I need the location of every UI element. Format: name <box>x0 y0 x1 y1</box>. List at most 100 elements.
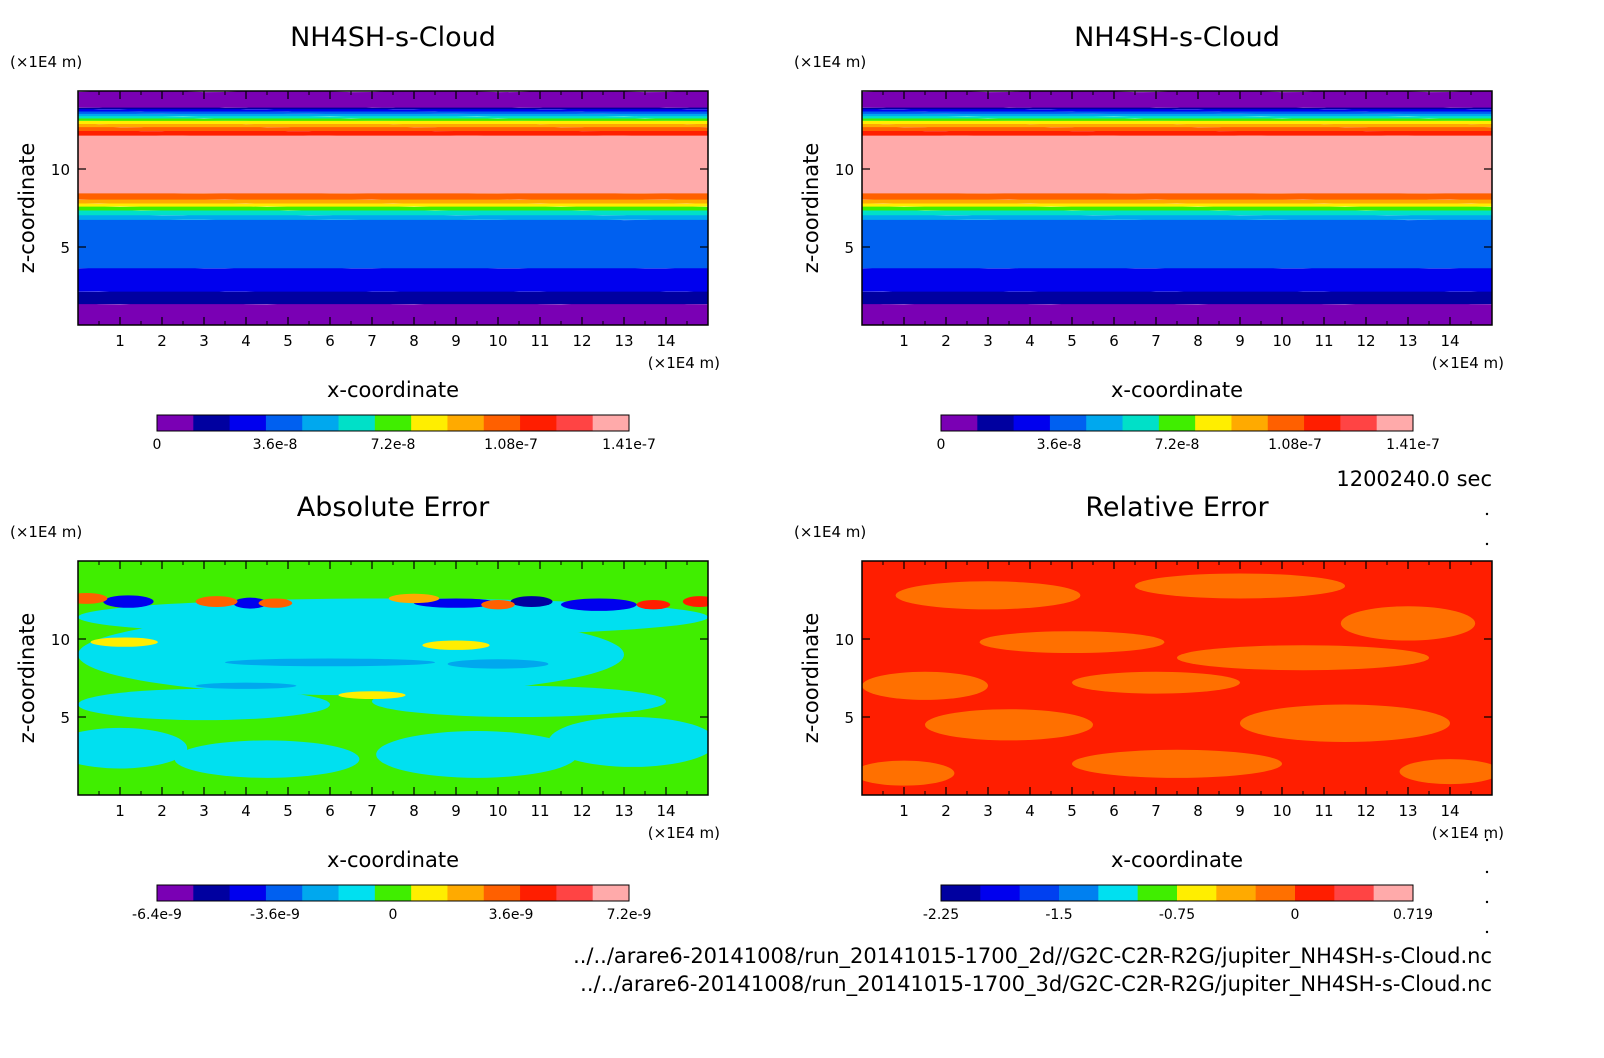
y-axis-label: z-coordinate <box>15 143 39 274</box>
contour-patch <box>174 740 360 778</box>
panel-title: NH4SH-s-Cloud <box>1074 22 1280 53</box>
colorbar-swatch <box>1334 885 1375 901</box>
contour-band <box>862 121 1492 128</box>
contour-patch <box>925 709 1093 741</box>
x-unit-label: (×1E4 m) <box>1432 824 1504 842</box>
x-tick-label: 3 <box>199 802 209 820</box>
contour-patch <box>1399 759 1492 785</box>
plot-area <box>862 91 1492 325</box>
x-axis-label: x-coordinate <box>1111 848 1243 872</box>
contour-patch <box>233 597 267 609</box>
panel-top-right: NH4SH-s-Cloud (×1E4 m) 1 2 3 4 5 6 7 8 9 10 11 12 13… <box>794 22 1504 453</box>
contour-patch <box>90 637 158 647</box>
colorbar-swatch <box>447 415 485 431</box>
colorbar-swatch <box>1137 885 1178 901</box>
colorbar-swatch <box>193 415 231 431</box>
contour-band <box>78 106 708 112</box>
colorbar-tick-label: 1.08e-7 <box>1268 437 1322 453</box>
panel-top-left: NH4SH-s-Cloud (×1E4 m) 1 2 3 4 5 6 7 8 9 10 11 12 13… <box>10 22 720 453</box>
contour-patch <box>1072 749 1282 778</box>
colorbar-swatch <box>556 885 594 901</box>
contour-patch <box>78 598 708 636</box>
contour-patch <box>195 596 238 608</box>
colorbar-tick-label: -0.75 <box>1159 907 1195 923</box>
contour-patch <box>258 598 293 608</box>
plot-area <box>862 561 1492 795</box>
x-tick-label: 4 <box>241 332 251 350</box>
contour-patch <box>78 727 188 769</box>
contour-patch <box>481 600 515 610</box>
x-tick-label: 5 <box>1067 802 1077 820</box>
colorbar-frame <box>940 414 1414 432</box>
colorbar-swatch <box>1098 885 1139 901</box>
colorbar-frame <box>940 884 1414 902</box>
contour-patch <box>682 596 708 608</box>
colorbar-swatch <box>483 415 521 431</box>
colorbar-swatch <box>157 415 194 431</box>
x-tick-label: 9 <box>451 802 461 820</box>
contour-band <box>862 118 1492 124</box>
colorbar-swatch <box>1177 885 1217 901</box>
contour-band <box>862 301 1492 325</box>
contour-band <box>78 105 708 110</box>
y-unit-label: (×1E4 m) <box>10 523 82 541</box>
colorbar-swatch <box>1195 415 1232 431</box>
x-tick-label: 3 <box>983 332 993 350</box>
x-tick-label: 11 <box>530 332 549 350</box>
x-tick-label: 14 <box>656 802 675 820</box>
contour-band <box>862 289 1492 305</box>
colorbar-swatch <box>411 415 448 431</box>
colorbar: 0 3.6e-8 7.2e-8 1.08e-7 1.41e-7 <box>153 414 656 453</box>
contour-patch <box>422 640 490 650</box>
contour-band <box>862 133 1492 194</box>
contour-patch <box>338 691 406 700</box>
colorbar-swatch <box>1304 415 1341 431</box>
colorbar-tick-label: 1.08e-7 <box>484 437 538 453</box>
colorbar-swatch <box>520 885 557 901</box>
contour-patch <box>636 600 671 610</box>
colorbar-swatch <box>1373 885 1414 901</box>
x-tick-label: 11 <box>530 802 549 820</box>
y-axis-label: z-coordinate <box>799 143 823 274</box>
colorbar-swatch <box>556 415 594 431</box>
colorbar-swatch <box>1158 415 1196 431</box>
colorbar-swatch <box>338 885 376 901</box>
x-tick-label: 6 <box>325 332 335 350</box>
contour-patch <box>376 731 578 778</box>
x-unit-label: (×1E4 m) <box>648 354 720 372</box>
x-tick-label: 13 <box>1398 332 1417 350</box>
x-tick-label: 6 <box>1109 802 1119 820</box>
colorbar-swatch <box>265 415 303 431</box>
colorbar: 0 3.6e-8 7.2e-8 1.08e-7 1.41e-7 <box>937 414 1440 453</box>
panel-title: Absolute Error <box>297 492 490 523</box>
colorbar-swatch <box>265 885 303 901</box>
y-tick-label: 10 <box>835 631 854 649</box>
contour-band <box>78 121 708 128</box>
colorbar-tick-label: 0.719 <box>1393 907 1433 923</box>
colorbar-swatch <box>941 415 978 431</box>
margin-dots <box>1485 512 1489 934</box>
x-tick-label: 10 <box>1272 332 1291 350</box>
x-tick-label: 11 <box>1314 332 1333 350</box>
x-tick-label: 13 <box>614 802 633 820</box>
contour-patch <box>78 688 330 721</box>
y-tick-label: 5 <box>60 239 70 257</box>
colorbar-swatch <box>1267 415 1305 431</box>
x-tick-label: 8 <box>1193 332 1203 350</box>
contour-patch <box>1340 606 1476 641</box>
x-tick-label: 3 <box>199 332 209 350</box>
x-tick-label: 4 <box>1025 802 1035 820</box>
contour-band <box>78 289 708 305</box>
x-tick-label: 3 <box>983 802 993 820</box>
x-tick-label: 1 <box>115 332 125 350</box>
contour-band <box>862 105 1492 110</box>
colorbar-tick-label: 7.2e-8 <box>1155 437 1200 453</box>
colorbar-swatch <box>483 885 521 901</box>
contour-patch <box>510 596 553 608</box>
x-tick-label: 12 <box>1356 802 1375 820</box>
contour-patch <box>1135 573 1345 599</box>
